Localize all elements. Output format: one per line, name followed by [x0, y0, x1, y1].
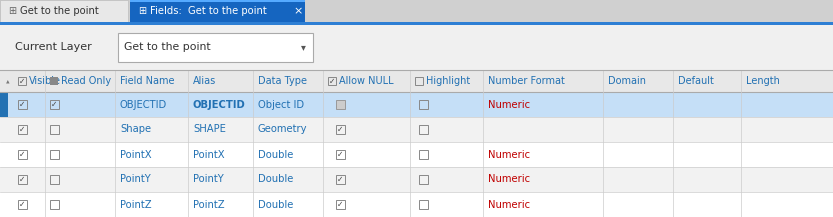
Text: Shape: Shape — [120, 125, 151, 135]
Text: ▾: ▾ — [301, 43, 306, 53]
Bar — [18, 150, 27, 159]
Text: Numeric: Numeric — [488, 174, 530, 184]
Text: SHAPE: SHAPE — [193, 125, 226, 135]
Bar — [0, 192, 833, 217]
Text: Numeric: Numeric — [488, 100, 530, 110]
Text: Length: Length — [746, 76, 780, 86]
Bar — [50, 125, 59, 134]
Bar — [336, 100, 345, 109]
Bar — [419, 150, 428, 159]
Bar — [0, 92, 833, 117]
Text: Get to the point: Get to the point — [20, 6, 99, 16]
Text: Double: Double — [258, 174, 293, 184]
Bar — [336, 125, 345, 134]
Bar — [18, 175, 27, 184]
Text: ✓: ✓ — [19, 125, 26, 134]
Bar — [328, 77, 336, 85]
Bar — [336, 200, 345, 209]
Bar — [18, 100, 27, 109]
Text: ◂: ◂ — [4, 79, 10, 83]
Text: Alias: Alias — [193, 76, 217, 86]
Text: ✓: ✓ — [337, 150, 344, 159]
Text: ✓: ✓ — [329, 77, 335, 85]
Text: PointX: PointX — [120, 150, 152, 159]
Bar — [0, 117, 833, 142]
Text: OBJECTID: OBJECTID — [120, 100, 167, 110]
Bar — [0, 25, 833, 217]
Text: Data Type: Data Type — [258, 76, 307, 86]
Bar — [0, 167, 833, 192]
Text: PointX: PointX — [193, 150, 225, 159]
Text: Double: Double — [258, 150, 293, 159]
Bar — [336, 175, 345, 184]
Text: Current Layer: Current Layer — [15, 43, 92, 53]
Text: ✓: ✓ — [337, 200, 344, 209]
Text: Visible: Visible — [29, 76, 61, 86]
Text: Geometry: Geometry — [258, 125, 307, 135]
Bar — [130, 0, 305, 22]
Bar — [415, 77, 423, 85]
Text: PointZ: PointZ — [120, 199, 152, 209]
Text: Field Name: Field Name — [120, 76, 174, 86]
Bar — [0, 22, 833, 25]
Text: Get to the point: Get to the point — [124, 43, 211, 53]
Bar — [419, 175, 428, 184]
Text: Highlight: Highlight — [426, 76, 471, 86]
Text: ✓: ✓ — [52, 100, 57, 109]
Text: Read Only: Read Only — [61, 76, 111, 86]
Text: PointY: PointY — [120, 174, 151, 184]
Text: Default: Default — [678, 76, 714, 86]
Bar — [419, 100, 428, 109]
Bar — [50, 200, 59, 209]
Bar — [336, 150, 345, 159]
Bar — [50, 100, 59, 109]
Bar — [0, 142, 833, 167]
Text: ✓: ✓ — [19, 150, 26, 159]
Bar — [50, 150, 59, 159]
Bar — [18, 77, 26, 85]
Text: Fields:  Get to the point: Fields: Get to the point — [150, 6, 267, 16]
Text: Domain: Domain — [608, 76, 646, 86]
Text: OBJECTID: OBJECTID — [193, 100, 246, 110]
Bar — [0, 70, 833, 92]
Text: Numeric: Numeric — [488, 150, 530, 159]
Text: ✓: ✓ — [19, 77, 25, 85]
Text: ✓: ✓ — [337, 125, 344, 134]
Bar — [0, 0, 833, 22]
Text: PointY: PointY — [193, 174, 224, 184]
Bar — [18, 200, 27, 209]
Bar — [50, 175, 59, 184]
Text: Object ID: Object ID — [258, 100, 304, 110]
Text: ✓: ✓ — [19, 175, 26, 184]
Text: Number Format: Number Format — [488, 76, 565, 86]
Text: PointZ: PointZ — [193, 199, 225, 209]
Text: ✓: ✓ — [19, 100, 26, 109]
Bar — [130, 0, 305, 2]
Bar — [118, 33, 313, 62]
Bar — [50, 77, 58, 85]
Text: Allow NULL: Allow NULL — [339, 76, 394, 86]
Bar — [0, 92, 8, 117]
Bar — [419, 125, 428, 134]
Text: Double: Double — [258, 199, 293, 209]
Text: ×: × — [293, 6, 302, 16]
Text: ✓: ✓ — [337, 175, 344, 184]
Bar — [18, 125, 27, 134]
Bar — [419, 200, 428, 209]
Text: ⊞: ⊞ — [8, 6, 16, 16]
Text: ⊞: ⊞ — [138, 6, 146, 16]
Text: ✓: ✓ — [19, 200, 26, 209]
Text: Numeric: Numeric — [488, 199, 530, 209]
Bar — [0, 0, 128, 22]
